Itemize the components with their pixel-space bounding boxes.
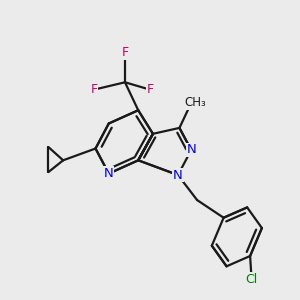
- Text: CH₃: CH₃: [185, 96, 206, 110]
- Text: F: F: [146, 83, 154, 96]
- Text: N: N: [104, 167, 114, 180]
- Text: F: F: [122, 46, 128, 59]
- Text: Cl: Cl: [245, 273, 258, 286]
- Text: N: N: [173, 169, 183, 182]
- Text: F: F: [91, 83, 98, 96]
- Text: N: N: [186, 143, 196, 157]
